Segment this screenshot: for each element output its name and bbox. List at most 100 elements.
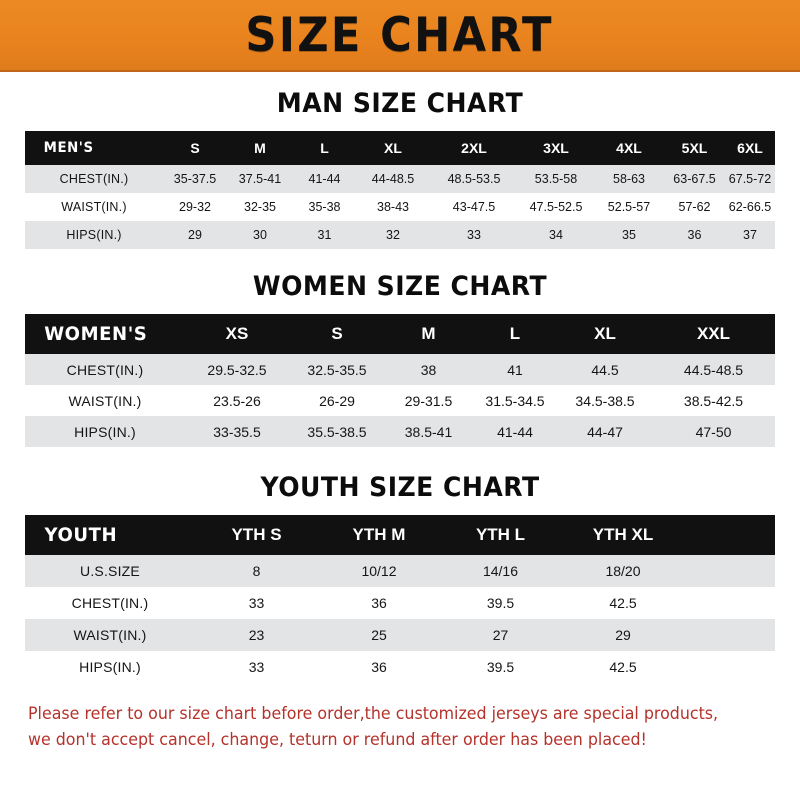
table-cell: 32-35 bbox=[244, 200, 276, 214]
youth-col-xl: YTH XL bbox=[592, 525, 654, 544]
table-cell: 47-50 bbox=[695, 423, 732, 440]
table-cell: 31 bbox=[317, 228, 332, 242]
notice-line-1: Please refer to our size chart before or… bbox=[28, 704, 719, 723]
table-cell: 29 bbox=[615, 627, 631, 643]
table-cell: 29-31.5 bbox=[404, 392, 453, 409]
women-col-m: M bbox=[421, 324, 436, 343]
table-row: HIPS(IN.) 33 36 39.5 42.5 bbox=[25, 651, 775, 683]
youth-row-label-us-size: U.S.SIZE bbox=[80, 563, 140, 579]
man-col-l: L bbox=[320, 140, 329, 156]
table-cell: 63-67.5 bbox=[673, 172, 716, 186]
table-cell: 62-66.5 bbox=[728, 200, 772, 214]
man-col-4xl: 4XL bbox=[616, 140, 642, 156]
table-cell: 35 bbox=[622, 228, 636, 242]
women-col-xxl: XXL bbox=[696, 324, 731, 343]
table-row: CHEST(IN.) 29.5-32.5 32.5-35.5 38 41 44.… bbox=[25, 354, 775, 385]
youth-col-m: YTH M bbox=[352, 525, 406, 544]
table-cell: 47.5-52.5 bbox=[529, 200, 583, 214]
table-cell: 23 bbox=[248, 627, 265, 643]
table-cell: 38.5-42.5 bbox=[683, 392, 744, 409]
table-cell: 42.5 bbox=[609, 595, 637, 611]
table-cell: 38 bbox=[420, 361, 437, 378]
table-cell: 29.5-32.5 bbox=[207, 361, 267, 378]
man-col-m: M bbox=[254, 140, 266, 156]
man-row-label-hips: HIPS(IN.) bbox=[66, 228, 122, 242]
table-cell: 35-38 bbox=[308, 200, 341, 214]
table-cell: 36 bbox=[687, 228, 702, 242]
table-cell: 37 bbox=[743, 228, 757, 242]
table-cell: 34.5-38.5 bbox=[575, 392, 635, 409]
man-col-xl: XL bbox=[384, 140, 402, 156]
man-corner-label: MEN'S bbox=[43, 140, 94, 156]
man-col-6xl: 6XL bbox=[737, 140, 763, 156]
table-cell: 31.5-34.5 bbox=[485, 392, 545, 409]
women-chart-wrapper: WOMEN'S XS S M L XL XXL CHEST(IN.) 29.5-… bbox=[0, 314, 800, 447]
man-col-5xl: 5XL bbox=[681, 140, 708, 156]
table-cell: 33 bbox=[248, 595, 265, 611]
women-table-header-row: WOMEN'S XS S M L XL XXL bbox=[25, 314, 775, 354]
table-cell: 53.5-58 bbox=[534, 172, 578, 186]
youth-col-l: YTH L bbox=[475, 525, 526, 544]
youth-section-title: YOUTH SIZE CHART bbox=[260, 472, 540, 503]
table-cell: 39.5 bbox=[486, 595, 515, 611]
table-row: CHEST(IN.) 33 36 39.5 42.5 bbox=[25, 587, 775, 619]
youth-row-label-hips: HIPS(IN.) bbox=[79, 659, 141, 675]
table-cell-spacer bbox=[685, 651, 775, 683]
man-size-table: MEN'S S M L XL 2XL 3XL 4XL 5XL 6XL CHEST… bbox=[25, 131, 775, 249]
table-cell: 35.5-38.5 bbox=[307, 423, 367, 440]
table-cell: 33 bbox=[248, 659, 265, 675]
table-cell: 38-43 bbox=[377, 200, 409, 214]
table-cell: 32.5-35.5 bbox=[307, 361, 367, 378]
youth-row-label-waist: WAIST(IN.) bbox=[73, 627, 147, 643]
man-col-3xl: 3XL bbox=[543, 140, 569, 156]
table-cell: 44-48.5 bbox=[371, 172, 415, 186]
man-col-2xl: 2XL bbox=[461, 140, 487, 156]
women-row-label-waist: WAIST(IN.) bbox=[68, 392, 142, 409]
table-cell: 44.5 bbox=[591, 361, 619, 378]
women-col-xl: XL bbox=[594, 324, 616, 343]
table-cell: 48.5-53.5 bbox=[447, 172, 501, 186]
man-section-title: MAN SIZE CHART bbox=[276, 88, 524, 119]
table-cell: 42.5 bbox=[609, 659, 637, 675]
table-cell: 58-63 bbox=[613, 172, 645, 186]
women-row-label-chest: CHEST(IN.) bbox=[66, 361, 144, 378]
notice-line-2: we don't accept cancel, change, teturn o… bbox=[28, 729, 647, 749]
man-table-header-row: MEN'S S M L XL 2XL 3XL 4XL 5XL 6XL bbox=[25, 131, 775, 165]
table-cell-spacer bbox=[685, 587, 775, 619]
women-size-table: WOMEN'S XS S M L XL XXL CHEST(IN.) 29.5-… bbox=[25, 314, 775, 447]
table-cell: 37.5-41 bbox=[238, 172, 282, 186]
women-col-l: L bbox=[509, 324, 521, 343]
youth-size-table: YOUTH YTH S YTH M YTH L YTH XL U.S.SIZE … bbox=[25, 515, 775, 683]
table-cell: 41-44 bbox=[497, 423, 533, 440]
table-cell: 44-47 bbox=[587, 423, 623, 440]
table-row: HIPS(IN.) 29 30 31 32 33 34 35 36 37 bbox=[25, 221, 775, 249]
table-cell: 8 bbox=[252, 563, 261, 579]
table-row: HIPS(IN.) 33-35.5 35.5-38.5 38.5-41 41-4… bbox=[25, 416, 775, 447]
table-cell: 36 bbox=[371, 659, 387, 675]
man-col-s: S bbox=[190, 140, 200, 156]
table-row: WAIST(IN.) 29-32 32-35 35-38 38-43 43-47… bbox=[25, 193, 775, 221]
table-row: WAIST(IN.) 23.5-26 26-29 29-31.5 31.5-34… bbox=[25, 385, 775, 416]
table-cell: 30 bbox=[253, 228, 267, 242]
table-cell: 10/12 bbox=[361, 563, 397, 579]
table-row: CHEST(IN.) 35-37.5 37.5-41 41-44 44-48.5… bbox=[25, 165, 775, 193]
table-cell: 18/20 bbox=[605, 563, 641, 579]
order-policy-notice: Please refer to our size chart before or… bbox=[28, 701, 742, 752]
table-cell: 25 bbox=[371, 627, 387, 643]
women-col-s: S bbox=[331, 324, 343, 343]
table-cell: 29-32 bbox=[179, 200, 211, 214]
table-cell: 14/16 bbox=[482, 563, 519, 579]
table-cell: 38.5-41 bbox=[404, 423, 453, 440]
women-row-label-hips: HIPS(IN.) bbox=[74, 423, 136, 440]
table-cell-spacer bbox=[685, 555, 775, 587]
table-cell: 43-47.5 bbox=[452, 200, 496, 214]
page-title: SIZE CHART bbox=[245, 7, 555, 63]
youth-table-header-row: YOUTH YTH S YTH M YTH L YTH XL bbox=[25, 515, 775, 555]
table-cell: 36 bbox=[371, 595, 387, 611]
table-cell: 33 bbox=[467, 228, 481, 242]
women-col-xs: XS bbox=[225, 324, 249, 343]
women-corner-label: WOMEN'S bbox=[44, 323, 148, 345]
youth-chart-wrapper: YOUTH YTH S YTH M YTH L YTH XL U.S.SIZE … bbox=[0, 515, 800, 683]
table-cell: 29 bbox=[188, 228, 202, 242]
table-cell: 26-29 bbox=[319, 392, 355, 409]
